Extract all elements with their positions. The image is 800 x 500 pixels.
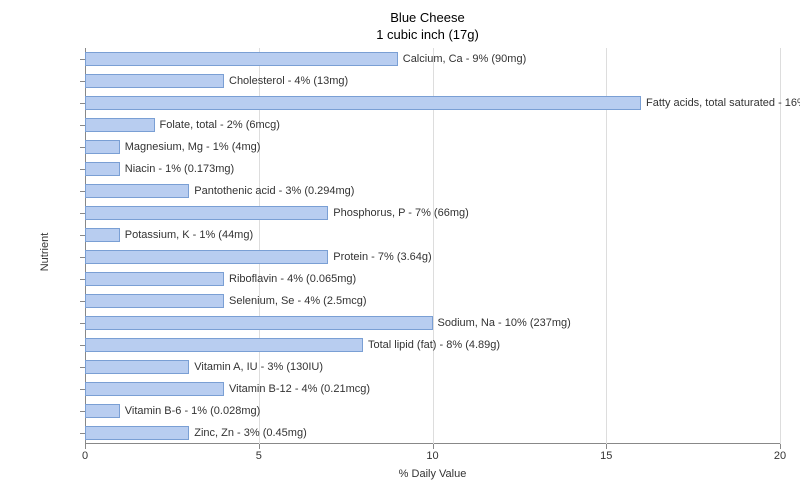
- bar: Vitamin B-6 - 1% (0.028mg): [85, 404, 120, 418]
- bar-label: Pantothenic acid - 3% (0.294mg): [188, 185, 354, 197]
- bar: Selenium, Se - 4% (2.5mcg): [85, 294, 224, 308]
- x-tick: [259, 444, 260, 449]
- bar: Potassium, K - 1% (44mg): [85, 228, 120, 242]
- chart-title: Blue Cheese 1 cubic inch (17g): [75, 10, 780, 44]
- bar: Folate, total - 2% (6mcg): [85, 118, 155, 132]
- bar-label: Sodium, Na - 10% (237mg): [432, 317, 571, 329]
- title-line-2: 1 cubic inch (17g): [75, 27, 780, 44]
- bar: Magnesium, Mg - 1% (4mg): [85, 140, 120, 154]
- bar-label: Riboflavin - 4% (0.065mg): [223, 273, 356, 285]
- x-tick: [433, 444, 434, 449]
- x-tick: [85, 444, 86, 449]
- bar: Pantothenic acid - 3% (0.294mg): [85, 184, 189, 198]
- bar: Vitamin A, IU - 3% (130IU): [85, 360, 189, 374]
- bar: Total lipid (fat) - 8% (4.89g): [85, 338, 363, 352]
- bar: Calcium, Ca - 9% (90mg): [85, 52, 398, 66]
- x-tick-label: 15: [600, 450, 612, 462]
- bar-label: Vitamin A, IU - 3% (130IU): [188, 361, 323, 373]
- bar: Phosphorus, P - 7% (66mg): [85, 206, 328, 220]
- bar: Sodium, Na - 10% (237mg): [85, 316, 433, 330]
- bar: Fatty acids, total saturated - 16% (3.17…: [85, 96, 641, 110]
- bar-label: Potassium, K - 1% (44mg): [119, 229, 253, 241]
- x-tick: [606, 444, 607, 449]
- bar-label: Protein - 7% (3.64g): [327, 251, 431, 263]
- bar: Niacin - 1% (0.173mg): [85, 162, 120, 176]
- bar: Riboflavin - 4% (0.065mg): [85, 272, 224, 286]
- bar-label: Cholesterol - 4% (13mg): [223, 75, 348, 87]
- x-axis-label: % Daily Value: [399, 468, 467, 480]
- bar-label: Fatty acids, total saturated - 16% (3.17…: [640, 97, 800, 109]
- plot-area: Nutrient % Daily Value 05101520Calcium, …: [85, 48, 780, 444]
- bar: Protein - 7% (3.64g): [85, 250, 328, 264]
- bar-label: Calcium, Ca - 9% (90mg): [397, 53, 526, 65]
- bar-label: Niacin - 1% (0.173mg): [119, 163, 234, 175]
- bar: Vitamin B-12 - 4% (0.21mcg): [85, 382, 224, 396]
- x-tick-label: 5: [256, 450, 262, 462]
- x-tick-label: 0: [82, 450, 88, 462]
- bar-label: Total lipid (fat) - 8% (4.89g): [362, 339, 500, 351]
- bar-label: Magnesium, Mg - 1% (4mg): [119, 141, 261, 153]
- chart-container: Blue Cheese 1 cubic inch (17g) Nutrient …: [0, 0, 800, 500]
- x-tick-label: 20: [774, 450, 786, 462]
- bar-label: Phosphorus, P - 7% (66mg): [327, 207, 469, 219]
- y-axis-label: Nutrient: [39, 233, 51, 272]
- bar-label: Vitamin B-6 - 1% (0.028mg): [119, 405, 261, 417]
- bar: Cholesterol - 4% (13mg): [85, 74, 224, 88]
- x-tick: [780, 444, 781, 449]
- bar-label: Vitamin B-12 - 4% (0.21mcg): [223, 383, 370, 395]
- x-tick-label: 10: [426, 450, 438, 462]
- bar-label: Folate, total - 2% (6mcg): [154, 119, 280, 131]
- title-line-1: Blue Cheese: [75, 10, 780, 27]
- bar-label: Selenium, Se - 4% (2.5mcg): [223, 295, 367, 307]
- bar: Zinc, Zn - 3% (0.45mg): [85, 426, 189, 440]
- bar-label: Zinc, Zn - 3% (0.45mg): [188, 427, 306, 439]
